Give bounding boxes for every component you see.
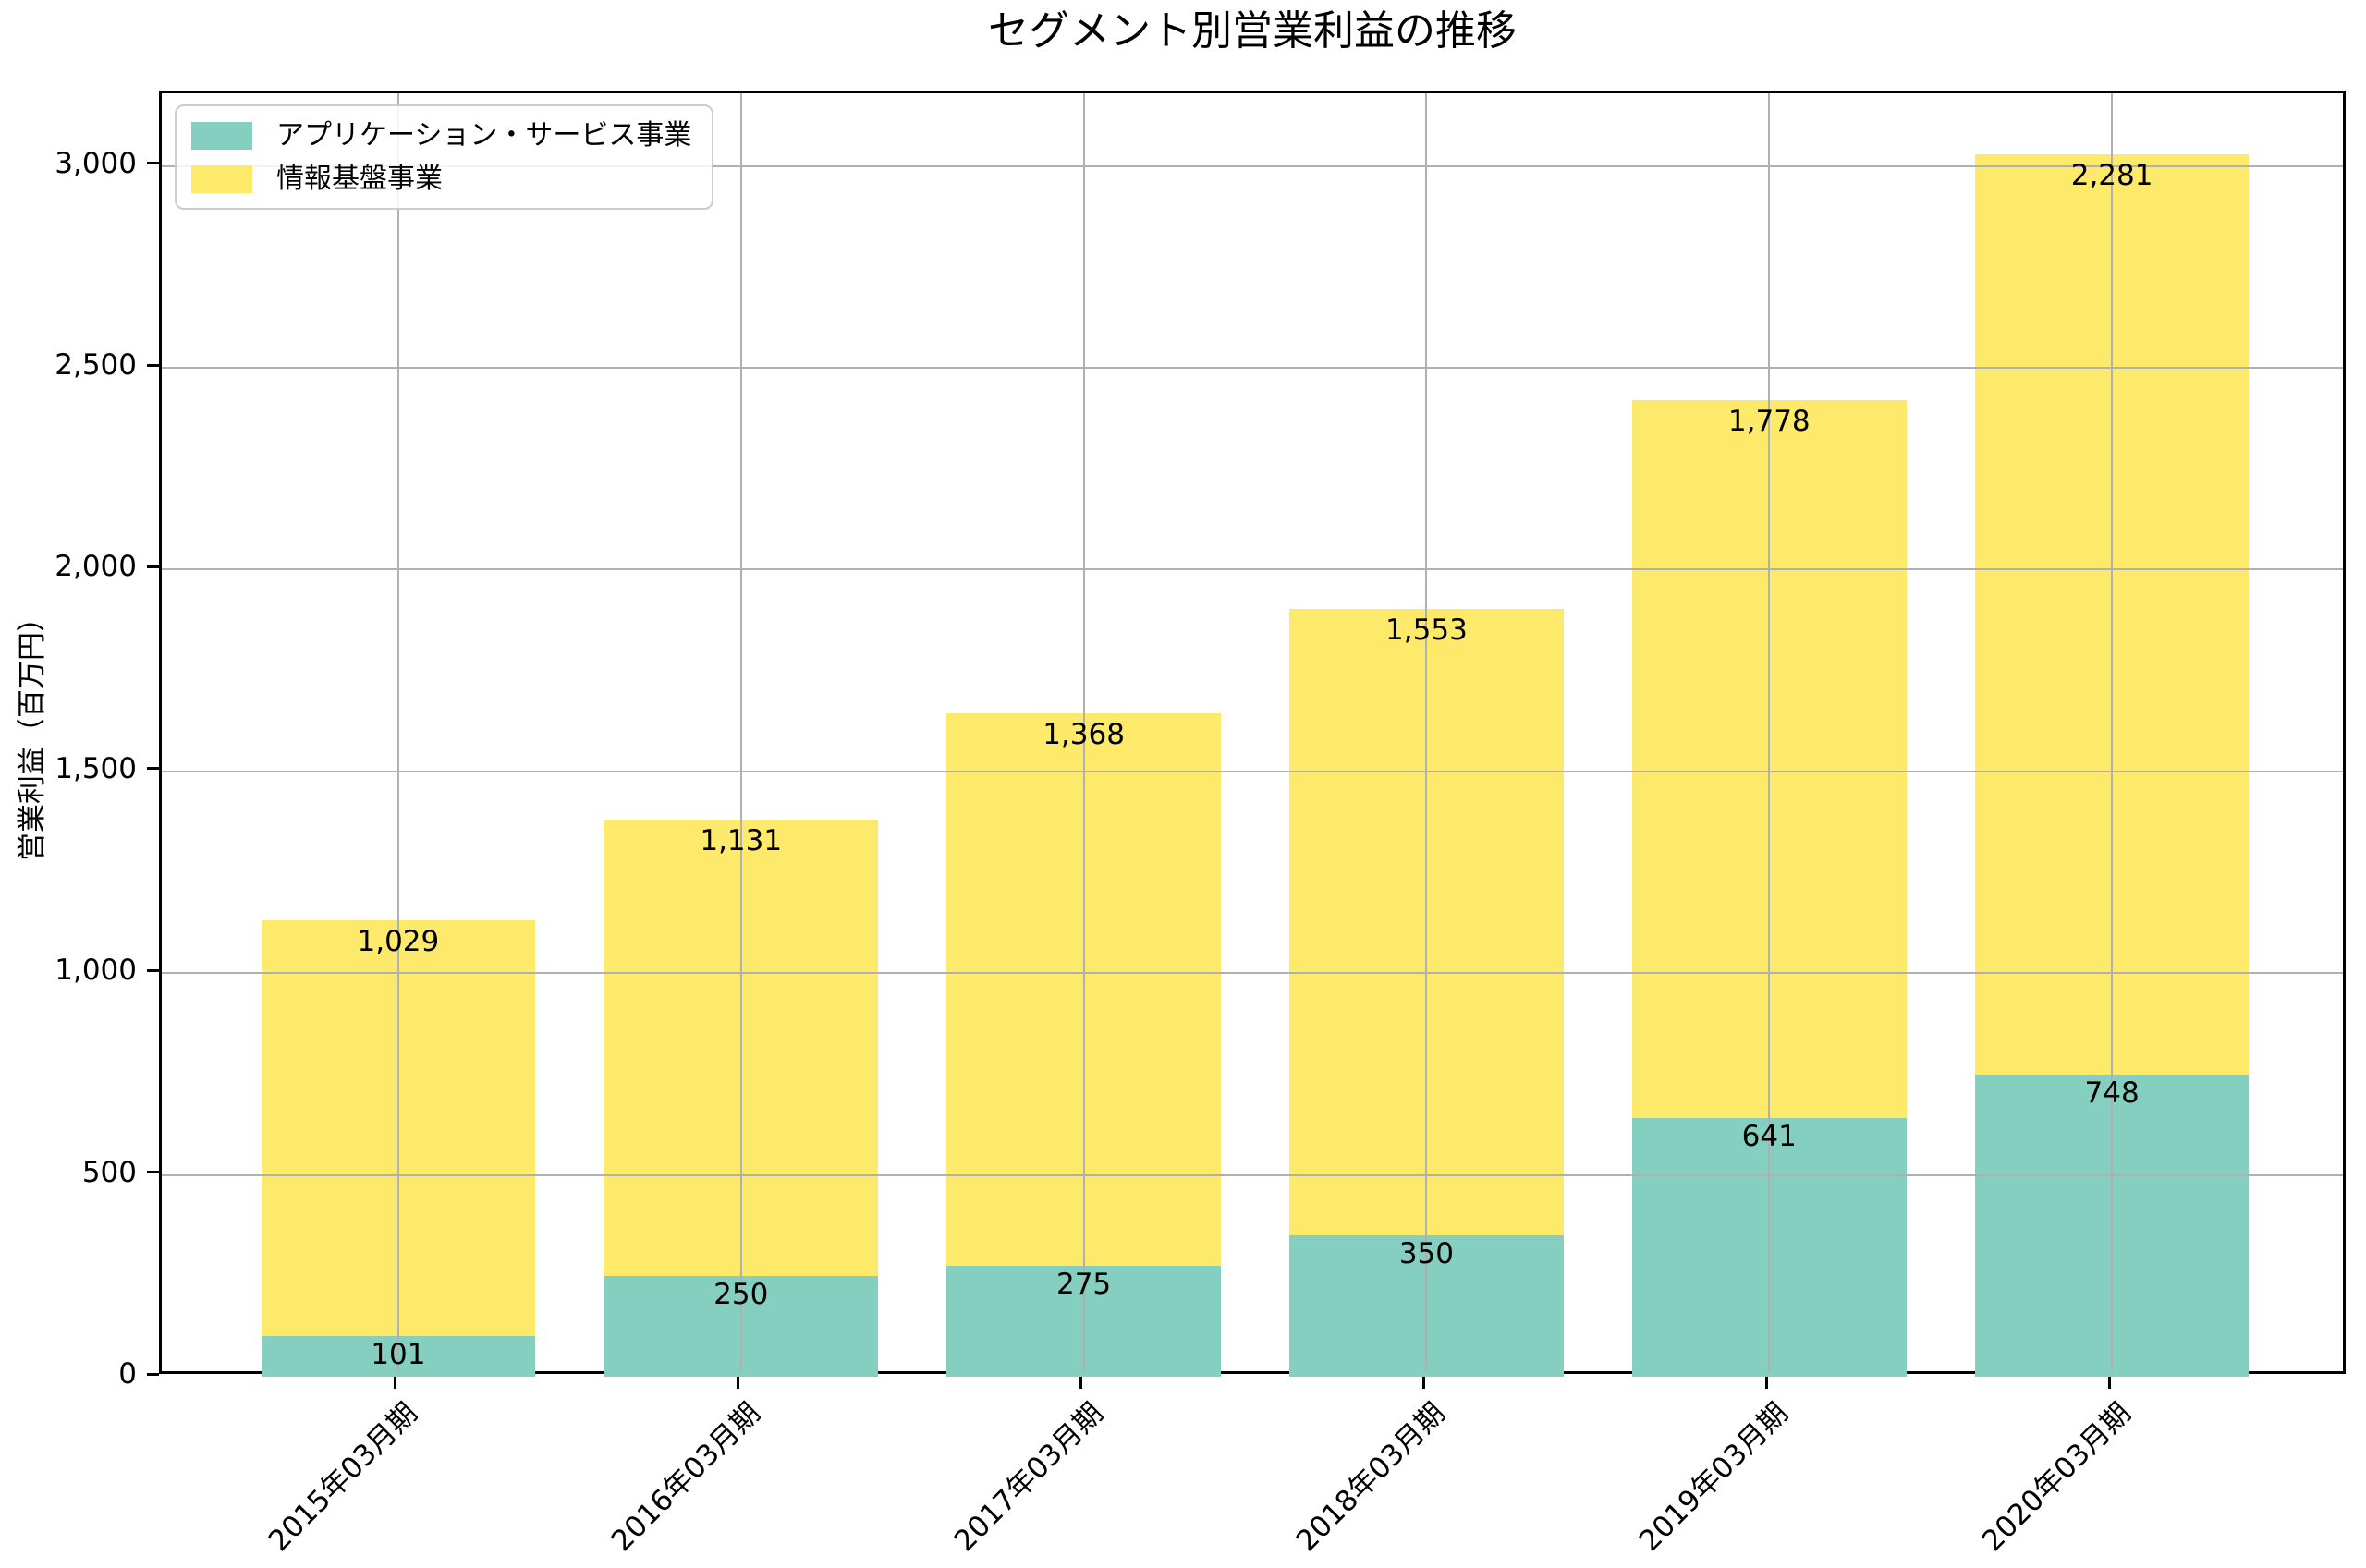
gridline-y-3000 <box>162 164 2343 167</box>
y-tick-label: 1,000 <box>55 954 137 988</box>
legend-label-app-service: アプリケーション・サービス事業 <box>276 119 692 152</box>
y-tick-label: 2,000 <box>55 550 137 584</box>
legend-item-info-infra: 情報基盤事業 <box>191 164 691 194</box>
legend-item-app-service: アプリケーション・サービス事業 <box>191 120 691 151</box>
y-tick-label: 1,500 <box>55 751 137 785</box>
gridline-y-1500 <box>162 770 2343 772</box>
x-tick-mark <box>737 1377 740 1389</box>
bar-value-label: 101 <box>371 1337 426 1371</box>
legend-swatch-info-infra <box>191 164 252 193</box>
y-tick-mark <box>147 968 159 972</box>
bar-value-label: 250 <box>713 1277 769 1311</box>
bar-value-label: 1,778 <box>1727 405 1811 439</box>
x-tick-mark <box>1079 1377 1083 1389</box>
legend-label-info-infra: 情報基盤事業 <box>276 163 443 195</box>
x-tick-mark <box>2107 1377 2111 1389</box>
bar-value-label: 350 <box>1398 1237 1455 1271</box>
plot-area: 101 1,029 250 1,131 275 1,368 350 1,553 641 1,778… <box>159 91 2346 1377</box>
x-tick-mark <box>1764 1377 1768 1389</box>
y-axis-title-text: 営業利益（百万円） <box>15 603 49 861</box>
bar-value-label: 1,131 <box>700 823 783 857</box>
y-tick-mark <box>147 565 159 568</box>
gridline-y-1000 <box>162 972 2343 975</box>
y-tick-mark <box>147 1171 159 1174</box>
y-tick-label: 3,000 <box>55 146 137 180</box>
bar-value-label: 1,553 <box>1385 613 1468 647</box>
legend-swatch-app-service <box>191 121 252 150</box>
y-tick-label: 500 <box>81 1155 137 1189</box>
gridline-x-2020年03月期 <box>2111 93 2114 1371</box>
bar-value-label: 275 <box>1055 1267 1112 1301</box>
bar-value-label: 1,368 <box>1043 718 1125 752</box>
x-tick-label: 2015年03月期 <box>262 1396 424 1559</box>
gridline-x-2019年03月期 <box>1768 93 1771 1371</box>
y-tick-mark <box>147 767 159 771</box>
gridline-x-2017年03月期 <box>1082 93 1085 1371</box>
x-tick-label: 2020年03月期 <box>1975 1396 2138 1559</box>
bar-value-label: 641 <box>1741 1120 1797 1154</box>
gridline-y-500 <box>162 1173 2343 1176</box>
gridline-x-2016年03月期 <box>739 93 742 1371</box>
bar-value-label: 1,029 <box>357 925 440 959</box>
legend: アプリケーション・サービス事業 情報基盤事業 <box>175 104 714 210</box>
x-tick-label: 2017年03月期 <box>947 1396 1110 1559</box>
x-tick-label: 2016年03月期 <box>604 1396 767 1559</box>
bar-value-label: 2,281 <box>2070 158 2153 192</box>
gridline-x-2015年03月期 <box>396 93 399 1371</box>
gridline-y-2500 <box>162 367 2343 370</box>
y-tick-label: 0 <box>118 1357 137 1391</box>
y-tick-mark <box>147 162 159 165</box>
gridline-x-2018年03月期 <box>1425 93 1428 1371</box>
gridline-y-2000 <box>162 568 2343 571</box>
chart-title: セグメント別営業利益の推移 <box>988 7 1517 55</box>
x-tick-mark <box>1421 1377 1425 1389</box>
bar-value-label: 748 <box>2084 1076 2140 1111</box>
x-tick-mark <box>394 1377 397 1389</box>
y-tick-label: 2,500 <box>55 348 137 383</box>
y-tick-mark <box>147 1372 159 1376</box>
x-tick-label: 2019年03月期 <box>1633 1396 1796 1559</box>
x-tick-label: 2018年03月期 <box>1290 1396 1453 1559</box>
y-tick-mark <box>147 363 159 367</box>
